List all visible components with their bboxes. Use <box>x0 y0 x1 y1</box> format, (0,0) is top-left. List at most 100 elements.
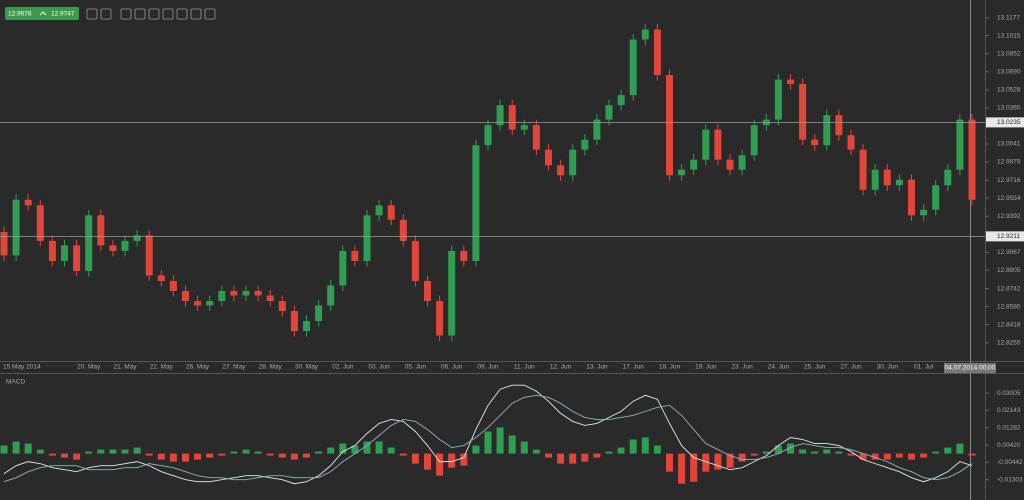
x-tick-label: 27. Jun <box>840 364 862 371</box>
candle-body <box>811 139 819 146</box>
candle-body <box>387 205 395 220</box>
histogram-bar <box>871 453 879 460</box>
candle-body <box>569 149 577 176</box>
histogram-bar <box>847 453 855 456</box>
toolbar: 12.9678 12.9747 <box>5 7 216 20</box>
x-tick-label: 09. Jun <box>477 364 499 371</box>
histogram-bar <box>254 451 262 454</box>
x-tick-label: 25. Jun <box>804 364 826 371</box>
candle-body <box>678 169 686 176</box>
candle-body <box>399 219 407 241</box>
candle-body <box>411 240 419 281</box>
y-tick-label: 0.00420 <box>997 442 1021 449</box>
macd-title: MACD <box>6 379 25 386</box>
zoom-out[interactable] <box>100 8 112 20</box>
histogram-bar <box>520 441 528 454</box>
x-tick-label: 17. Jun <box>623 364 645 371</box>
line-type[interactable] <box>162 8 174 20</box>
candle-body <box>787 79 794 85</box>
y-tick-label: 0.03005 <box>997 390 1021 397</box>
x-tick-label: 23. Jun <box>731 364 753 371</box>
y-tick-label: 12.8418 <box>997 321 1021 328</box>
histogram-bar <box>109 449 117 454</box>
candle-body <box>956 119 964 170</box>
y-tick-label: -0.01303 <box>997 476 1023 483</box>
candle-body <box>182 291 189 302</box>
y-tick-label: 12.8742 <box>997 285 1021 292</box>
histogram-bar <box>787 443 794 454</box>
bar-type[interactable] <box>134 8 146 20</box>
histogram-bar <box>944 447 952 454</box>
histogram-bar <box>48 453 56 456</box>
crosshair-label: 04.07.2014 00:00 <box>945 365 996 372</box>
candle-body <box>194 301 202 306</box>
x-tick-label: 11. Jun <box>514 364 535 371</box>
candle-body <box>690 159 698 170</box>
candle-body <box>48 240 56 261</box>
candle-body <box>315 305 323 322</box>
histogram-bar <box>641 437 649 454</box>
candle-body <box>363 215 371 261</box>
candle-body <box>883 169 891 186</box>
candle-body <box>666 75 673 176</box>
histogram-bar <box>653 445 661 454</box>
histogram-bar <box>327 447 335 454</box>
candle-body <box>97 215 105 246</box>
histogram-bar <box>363 441 371 454</box>
candle-body <box>593 119 601 140</box>
histogram-bar <box>230 451 238 454</box>
y-tick-label: 12.9879 <box>997 159 1021 166</box>
candle-body <box>532 125 540 150</box>
candle-body <box>85 215 93 271</box>
candle-body <box>750 125 758 156</box>
histogram-bar <box>738 453 746 462</box>
drawing[interactable] <box>190 8 202 20</box>
histogram-bar <box>932 451 940 454</box>
candle-body <box>242 291 250 296</box>
x-tick-label: 20. May <box>77 364 101 371</box>
zoom-in[interactable] <box>86 8 98 20</box>
x-tick-label: 05. Jun <box>405 364 427 371</box>
histogram-bar <box>303 453 310 458</box>
candle-body <box>169 280 177 292</box>
candle-body <box>520 125 528 130</box>
histogram-bar <box>448 453 456 468</box>
histogram-bar <box>472 445 480 454</box>
histogram-bar <box>157 453 165 460</box>
crosshair-tool[interactable] <box>120 8 132 20</box>
candle-body <box>448 250 456 336</box>
candle-body <box>61 245 68 261</box>
x-tick-label: 01. Jul <box>914 364 934 371</box>
x-tick-label: 12. Jun <box>550 364 572 371</box>
y-tick-label: -0.00442 <box>997 459 1023 466</box>
histogram-bar <box>811 451 819 454</box>
candle-body <box>290 311 298 332</box>
candle-body <box>895 179 903 186</box>
histogram-bar <box>726 453 734 468</box>
histogram-bar <box>593 453 601 458</box>
candle-body <box>36 205 44 241</box>
histogram-bar <box>569 453 577 464</box>
macd-line <box>3 394 973 483</box>
y-tick-label: 0.02143 <box>997 407 1021 414</box>
candle-body <box>157 275 165 281</box>
candle-body <box>932 185 940 210</box>
histogram-bar <box>315 451 323 454</box>
histogram-bar <box>835 451 843 454</box>
price-label-box <box>986 231 1024 242</box>
candle-body <box>738 155 746 170</box>
candle-body <box>605 105 613 120</box>
histogram-bar <box>36 449 44 454</box>
y-tick-label: 13.0528 <box>997 87 1021 94</box>
candle-body <box>109 245 117 251</box>
histogram-bar <box>496 427 504 454</box>
candle-type[interactable] <box>148 8 160 20</box>
histogram-bar <box>678 453 686 484</box>
histogram-bar <box>629 439 637 454</box>
histogram-bar <box>920 453 928 458</box>
settings[interactable] <box>204 8 216 20</box>
histogram-bar <box>424 453 431 470</box>
candle-body <box>24 199 32 206</box>
indicators[interactable] <box>176 8 188 20</box>
